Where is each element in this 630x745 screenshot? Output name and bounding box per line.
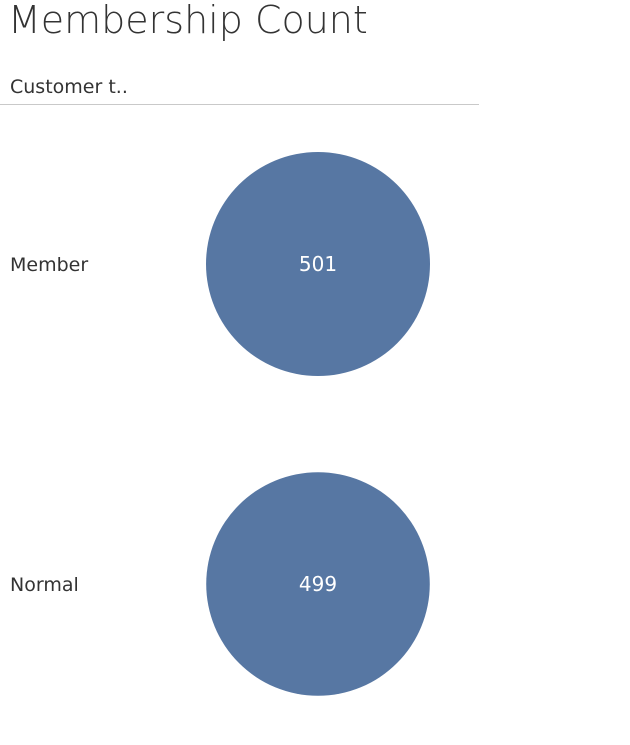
chart-title: Membership Count <box>8 0 368 42</box>
mark-label-member: 501 <box>299 252 337 276</box>
chart-marks: 501 499 <box>206 152 430 696</box>
circle-mark-normal[interactable] <box>206 472 430 696</box>
row-label-member[interactable]: Member <box>10 254 89 276</box>
row-member: Member <box>0 105 479 425</box>
row-normal: Normal <box>0 425 479 745</box>
mark-label-normal: 499 <box>299 572 337 596</box>
chart-rows: Member Normal 501 499 <box>0 105 630 734</box>
row-header: Customer t.. <box>0 70 479 105</box>
row-header-label[interactable]: Customer t.. <box>10 76 128 98</box>
circle-mark-member[interactable] <box>206 152 430 376</box>
row-label-normal[interactable]: Normal <box>10 574 79 596</box>
